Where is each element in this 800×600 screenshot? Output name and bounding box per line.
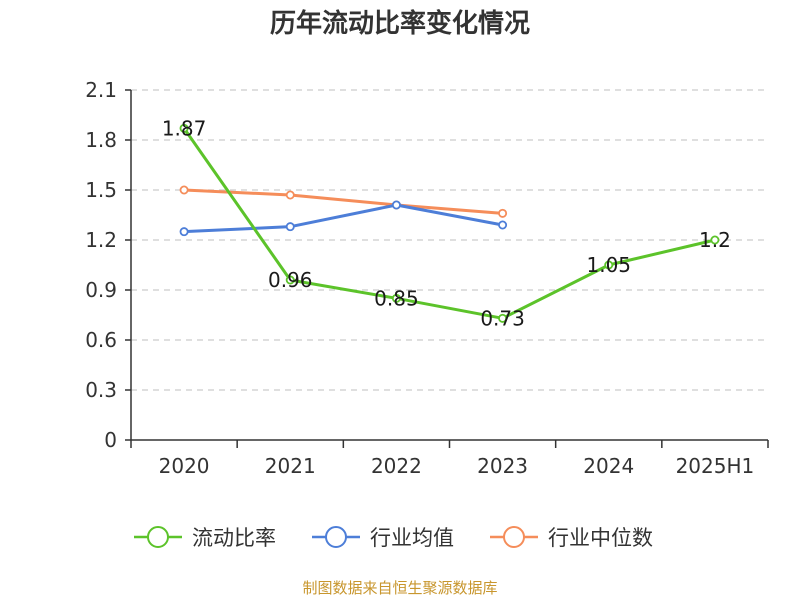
- y-tick-label: 1.8: [85, 128, 117, 152]
- x-tick-label: 2024: [583, 454, 634, 478]
- legend-label: 行业均值: [370, 526, 454, 550]
- data-point: [179, 227, 189, 237]
- legend-marker: [503, 526, 525, 548]
- data-point: [498, 313, 508, 323]
- series-line-2: [184, 188, 503, 215]
- data-label: 0.85: [374, 286, 419, 310]
- data-point: [604, 260, 614, 270]
- legend-marker: [147, 526, 169, 548]
- data-label: 0.73: [480, 306, 525, 330]
- data-label: 1.05: [586, 253, 631, 277]
- y-tick-label: 0.9: [85, 278, 117, 302]
- x-tick-label: 2020: [159, 454, 210, 478]
- data-point: [285, 190, 295, 200]
- data-point: [179, 185, 189, 195]
- data-point: [179, 123, 189, 133]
- x-tick-label: 2025H1: [676, 454, 755, 478]
- x-tick-label: 2022: [371, 454, 422, 478]
- series-lines: [179, 123, 720, 323]
- y-tick-label: 0.3: [85, 378, 117, 402]
- legend-label: 流动比率: [192, 526, 276, 550]
- y-tick-label: 0: [104, 428, 117, 452]
- data-label: 1.2: [699, 228, 731, 252]
- data-point: [498, 220, 508, 230]
- data-point: [285, 275, 295, 285]
- data-point: [710, 235, 720, 245]
- data-label: 0.96: [268, 268, 313, 292]
- axes: 0 0.3 0.6 0.9 1.2 1.5 1.8 2.1 2020 2021 2022 2023 20…: [85, 78, 769, 478]
- chart-title: 历年流动比率变化情况: [269, 9, 530, 39]
- grid-lines: [131, 89, 768, 391]
- data-label: 1.87: [162, 116, 207, 140]
- source-note: 制图数据来自恒生聚源数据库: [302, 579, 498, 597]
- data-point: [391, 200, 401, 210]
- data-point: [391, 293, 401, 303]
- series-line-0: [182, 127, 716, 320]
- legend: 流动比率 行业均值 行业中位数: [134, 526, 653, 550]
- legend-marker: [325, 526, 347, 548]
- data-labels: 1.87 0.96 0.85 0.73 1.05 1.2: [162, 116, 731, 330]
- legend-label: 行业中位数: [548, 526, 653, 550]
- y-tick-label: 1.2: [85, 228, 117, 252]
- x-tick-label: 2023: [477, 454, 528, 478]
- y-tick-label: 1.5: [85, 178, 117, 202]
- data-point: [285, 222, 295, 232]
- y-tick-label: 0.6: [85, 328, 117, 352]
- series-line-1: [184, 203, 503, 234]
- x-tick-label: 2021: [265, 454, 316, 478]
- y-tick-label: 2.1: [85, 78, 117, 102]
- data-point: [498, 208, 508, 218]
